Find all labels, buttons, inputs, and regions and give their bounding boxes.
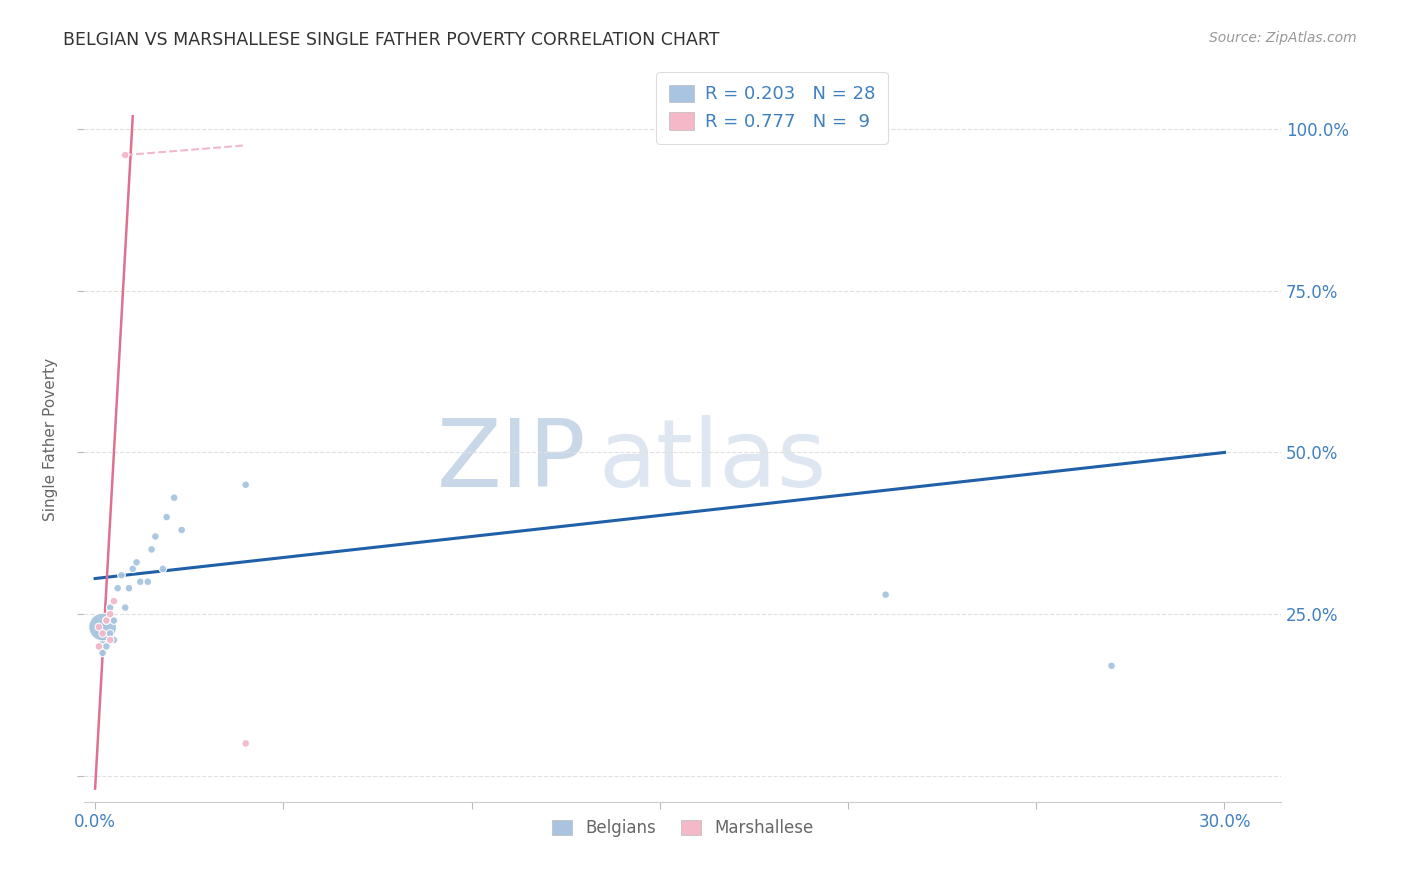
- Point: [235, 477, 257, 491]
- Point: [125, 555, 148, 569]
- Point: [121, 562, 143, 576]
- Point: [98, 607, 121, 621]
- Point: [136, 574, 159, 589]
- Point: [143, 529, 166, 543]
- Text: BELGIAN VS MARSHALLESE SINGLE FATHER POVERTY CORRELATION CHART: BELGIAN VS MARSHALLESE SINGLE FATHER POV…: [63, 31, 720, 49]
- Point: [87, 620, 110, 634]
- Point: [1101, 658, 1123, 673]
- Point: [87, 640, 110, 654]
- Point: [91, 626, 114, 640]
- Point: [170, 523, 193, 537]
- Point: [96, 640, 118, 654]
- Point: [96, 614, 118, 628]
- Text: ZIP: ZIP: [437, 416, 586, 508]
- Legend: Belgians, Marshallese: Belgians, Marshallese: [546, 813, 820, 844]
- Text: atlas: atlas: [599, 416, 827, 508]
- Point: [118, 581, 141, 595]
- Point: [110, 568, 132, 582]
- Point: [103, 632, 125, 647]
- Point: [163, 491, 186, 505]
- Point: [87, 626, 110, 640]
- Point: [107, 581, 129, 595]
- Point: [152, 562, 174, 576]
- Point: [91, 646, 114, 660]
- Point: [156, 510, 179, 524]
- Point: [235, 736, 257, 750]
- Point: [103, 594, 125, 608]
- Point: [98, 632, 121, 647]
- Point: [875, 588, 897, 602]
- Text: Source: ZipAtlas.com: Source: ZipAtlas.com: [1209, 31, 1357, 45]
- Point: [91, 620, 114, 634]
- Point: [129, 574, 152, 589]
- Point: [98, 626, 121, 640]
- Point: [96, 614, 118, 628]
- Point: [103, 614, 125, 628]
- Point: [98, 600, 121, 615]
- Point: [87, 640, 110, 654]
- Point: [141, 542, 163, 557]
- Point: [114, 600, 136, 615]
- Point: [114, 148, 136, 162]
- Point: [91, 632, 114, 647]
- Y-axis label: Single Father Poverty: Single Father Poverty: [44, 358, 58, 521]
